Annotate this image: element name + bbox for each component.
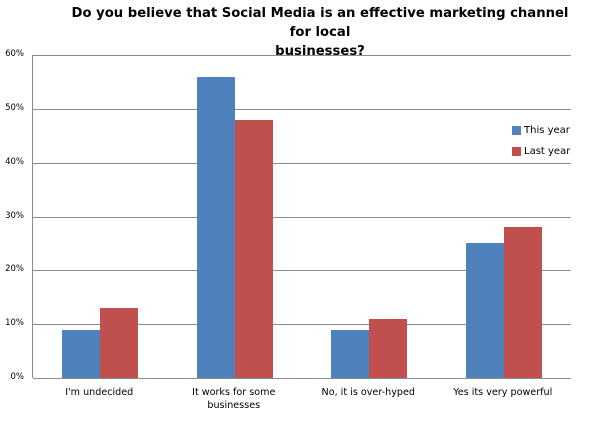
gridline: [33, 324, 571, 326]
legend-swatch-icon: [512, 126, 521, 135]
plot-area: [32, 55, 571, 379]
x-tick-label: No, it is over-hyped: [321, 387, 415, 398]
chart-title: Do you believe that Social Media is an e…: [60, 4, 580, 61]
legend-item: This year: [512, 120, 570, 141]
bar-this-year: [62, 329, 101, 378]
y-tick-label: 30%: [5, 210, 24, 221]
legend-label: This year: [524, 125, 570, 136]
y-tick-label: 40%: [5, 156, 24, 167]
bar-last-year: [234, 119, 273, 378]
y-tick-label: 50%: [5, 102, 24, 113]
gridline: [33, 108, 571, 110]
legend-swatch-icon: [512, 147, 521, 156]
x-tick-label: It works for some businesses: [192, 387, 276, 411]
bar-last-year: [369, 318, 408, 378]
bar-last-year: [100, 308, 139, 378]
x-tick-label: Yes its very powerful: [453, 387, 553, 398]
y-tick-label: 0%: [10, 372, 25, 382]
legend: This year Last year: [512, 120, 570, 162]
bar-last-year: [503, 227, 542, 378]
gridline: [33, 270, 571, 272]
chart-title-line-1: Do you believe that Social Media is an e…: [71, 6, 569, 40]
y-tick-label: 10%: [5, 318, 24, 329]
x-tick-label: I'm undecided: [65, 387, 134, 398]
gridline: [33, 162, 571, 164]
gridline: [33, 216, 571, 218]
legend-item: Last year: [512, 141, 570, 162]
y-tick-label: 60%: [5, 49, 24, 59]
legend-label: Last year: [524, 146, 571, 157]
bar-this-year: [331, 329, 370, 378]
y-tick-label: 20%: [5, 264, 24, 275]
bar-this-year: [465, 243, 504, 378]
gridline: [33, 378, 571, 379]
gridline: [33, 55, 571, 56]
bar-this-year: [196, 76, 235, 378]
